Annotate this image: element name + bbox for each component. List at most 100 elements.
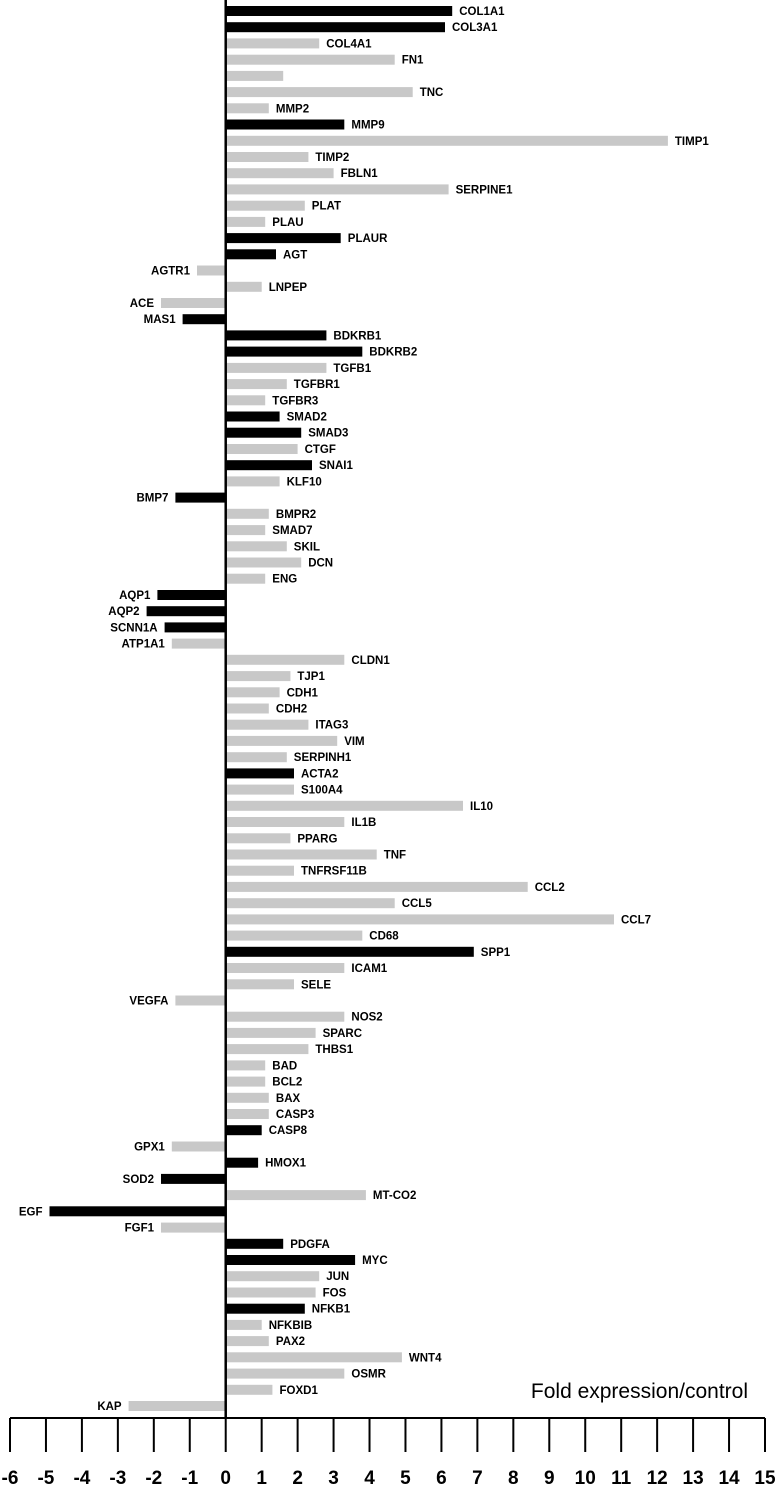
bar-agt	[225, 249, 276, 260]
bar-casp8	[225, 1125, 262, 1136]
gene-label-ccl5: CCL5	[402, 898, 433, 910]
gene-label-agt: AGT	[283, 249, 307, 261]
gene-label-skil: SKIL	[294, 541, 320, 553]
gene-label-serpine1: SERPINE1	[456, 184, 513, 196]
x-tick-label: 5	[400, 1468, 411, 1488]
bar-serpinh1	[225, 752, 287, 763]
gene-label-plaur: PLAUR	[348, 233, 388, 245]
x-tick-label: 14	[718, 1468, 740, 1488]
gene-label-bdkrb1: BDKRB1	[333, 330, 382, 342]
gene-label-dcn: DCN	[308, 558, 333, 570]
bar-ace	[161, 298, 226, 308]
gene-label-bad: BAD	[272, 1060, 297, 1072]
bar-tjp1	[225, 671, 291, 682]
x-tick-label: 2	[292, 1468, 303, 1488]
bar-timp2	[225, 152, 309, 162]
gene-label-mmp2: MMP2	[276, 103, 309, 115]
x-tick-label: 7	[472, 1468, 483, 1488]
bar-foxd1	[225, 1384, 273, 1395]
gene-label-ccl7: CCL7	[621, 914, 651, 926]
gene-label-casp3: CASP3	[276, 1109, 314, 1121]
bar-egf	[49, 1206, 226, 1217]
gene-label-kap: KAP	[97, 1401, 122, 1413]
bar-bmp7	[175, 492, 226, 503]
bar-ctgf	[225, 444, 298, 454]
x-tick-label: -2	[145, 1468, 162, 1488]
bar-skil	[225, 541, 287, 552]
bar-cldn1	[225, 654, 345, 665]
gene-label-icam1: ICAM1	[351, 963, 387, 975]
gene-label-fgf1: FGF1	[125, 1223, 155, 1235]
bar-gpx1	[171, 1141, 226, 1152]
gene-label-plau: PLAU	[272, 217, 303, 229]
gene-label-osmr: OSMR	[351, 1369, 386, 1381]
bar-plaur	[225, 233, 341, 244]
bar-dcn	[225, 557, 302, 568]
gene-label-col1a1: COL1A1	[459, 6, 505, 18]
gene-label-ccl2: CCL2	[535, 882, 565, 894]
bar-snai1	[225, 460, 312, 471]
bar-agtr1	[197, 265, 226, 276]
x-tick-label: 3	[328, 1468, 339, 1488]
gene-label-snai1: SNAI1	[319, 460, 353, 472]
gene-label-tjp1: TJP1	[297, 671, 325, 683]
bar-casp3	[225, 1109, 269, 1119]
bar-tgfbr3	[225, 395, 266, 406]
bar-mmp9	[225, 119, 345, 130]
bar-atp1a1	[171, 638, 226, 649]
gene-label-foxd1: FOXD1	[280, 1385, 319, 1397]
gene-label-bmpr2: BMPR2	[276, 509, 316, 521]
bar-unlabeled-4	[225, 70, 284, 81]
gene-label-ace: ACE	[130, 298, 155, 310]
gene-label-itag3: ITAG3	[315, 720, 348, 732]
bar-mas1	[182, 314, 226, 325]
bar-sod2	[161, 1173, 226, 1184]
gene-label-tgfb1: TGFB1	[333, 363, 371, 375]
x-tick-label: -1	[181, 1468, 198, 1488]
bar-mt-co2	[225, 1190, 366, 1201]
bar-tgfbr1	[225, 379, 287, 390]
gene-label-smad3: SMAD3	[308, 428, 348, 440]
gene-label-agtr1: AGTR1	[151, 266, 191, 278]
bar-col4a1	[225, 38, 320, 49]
gene-label-sele: SELE	[301, 979, 331, 991]
bar-cdh1	[225, 687, 280, 698]
gene-label-serpinh1: SERPINH1	[294, 752, 352, 764]
gene-label-fbln1: FBLN1	[341, 168, 379, 180]
bar-myc	[225, 1255, 356, 1265]
gene-label-mt-co2: MT-CO2	[373, 1190, 416, 1202]
gene-label-fn1: FN1	[402, 55, 424, 67]
gene-label-casp8: CASP8	[269, 1125, 308, 1137]
bar-spp1	[225, 946, 474, 957]
gene-label-aqp1: AQP1	[119, 590, 151, 602]
gene-label-lnpep: LNPEP	[269, 282, 308, 294]
bar-plat	[225, 200, 305, 211]
bar-cdh2	[225, 703, 269, 714]
bar-vegfa	[175, 995, 226, 1006]
gene-label-jun: JUN	[326, 1271, 349, 1283]
x-tick-label: 8	[508, 1468, 519, 1488]
gene-label-tgfbr3: TGFBR3	[272, 395, 318, 407]
gene-label-aqp2: AQP2	[108, 606, 139, 618]
x-tick-label: 15	[754, 1468, 776, 1488]
gene-label-cdh2: CDH2	[276, 704, 307, 716]
bar-tnf	[225, 849, 377, 860]
bar-nfkbib	[225, 1319, 262, 1330]
bar-sele	[225, 979, 294, 990]
gene-label-eng: ENG	[272, 574, 297, 586]
bar-fos	[225, 1287, 316, 1298]
gene-label-pparg: PPARG	[297, 833, 337, 845]
bar-acta2	[225, 768, 294, 779]
gene-label-wnt4: WNT4	[409, 1352, 442, 1364]
gene-label-bdkrb2: BDKRB2	[369, 347, 417, 359]
x-axis-ticks: -6 -5 -4 -3 -2 -1 0 1 2 3 4 5 6 7 8 9 10 11 12 13 14 15	[2, 1418, 776, 1488]
gene-label-ctgf: CTGF	[305, 444, 336, 456]
gene-label-mas1: MAS1	[144, 314, 177, 326]
bar-bdkrb1	[225, 330, 327, 341]
bar-nfkb1	[225, 1303, 305, 1314]
gene-label-vim: VIM	[344, 736, 364, 748]
gene-label-cd68: CD68	[369, 931, 399, 943]
bar-aqp1	[157, 590, 226, 600]
bar-jun	[225, 1271, 320, 1282]
